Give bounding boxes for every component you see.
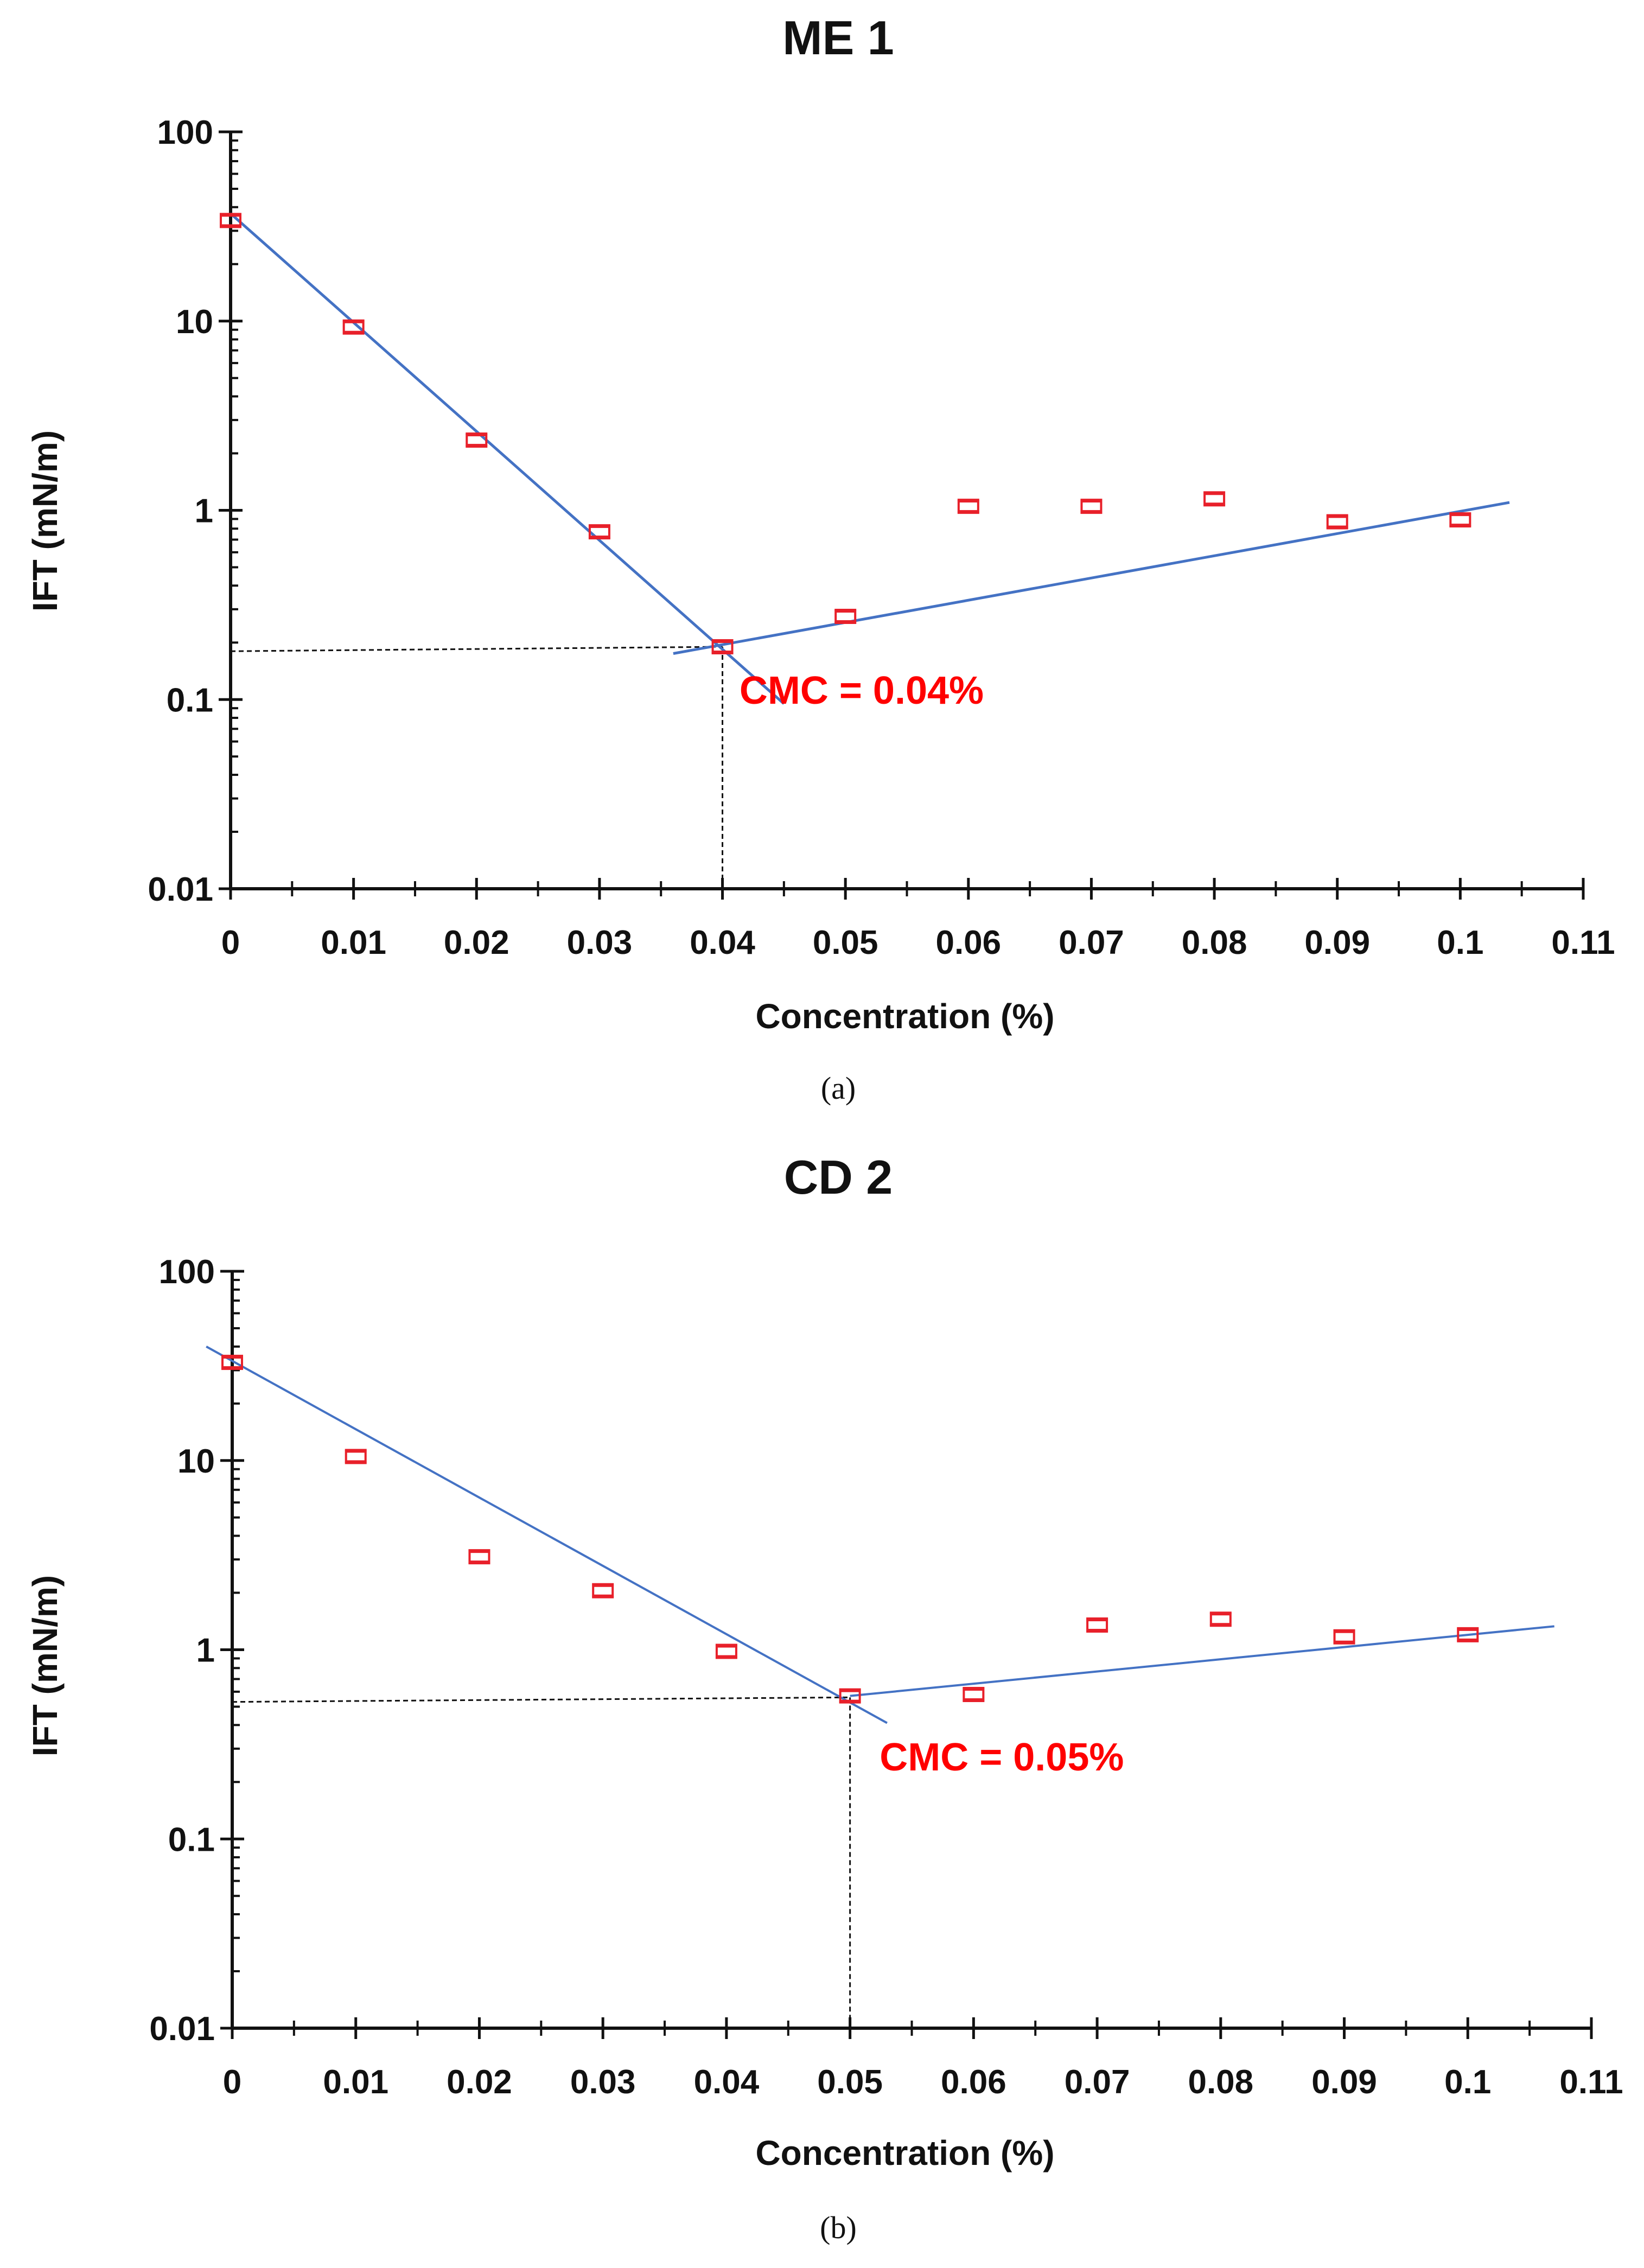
chart-title: CD 2 (784, 1150, 893, 1204)
data-marker (1457, 1628, 1479, 1641)
data-point (342, 319, 365, 335)
x-tick-label: 0.06 (941, 2063, 1006, 2101)
x-axis-label: Concentration (%) (755, 997, 1054, 1036)
cmc-annotation: CMC = 0.04% (740, 669, 984, 712)
data-point (345, 1449, 367, 1464)
y-axis-label: IFT (mN/m) (26, 1575, 65, 1756)
x-tick-label: 0 (223, 2063, 241, 2101)
data-point (839, 1688, 861, 1704)
data-point (1449, 512, 1471, 528)
x-tick-label: 0 (221, 924, 240, 961)
x-tick-label: 0.1 (1444, 2063, 1491, 2101)
data-marker (1333, 1630, 1355, 1643)
data-marker (834, 610, 857, 623)
data-point (1326, 514, 1348, 530)
x-tick-label: 0.07 (1059, 924, 1124, 961)
x-tick-label: 0.06 (935, 924, 1001, 961)
data-marker (220, 214, 241, 227)
x-tick-label: 0.03 (567, 924, 633, 961)
y-tick-label: 1 (195, 493, 213, 530)
data-point (963, 1687, 985, 1703)
cmc-horizontal-guide (232, 1696, 850, 1703)
data-point (711, 639, 734, 655)
data-marker (711, 641, 734, 653)
x-tick-label: 0.03 (570, 2063, 636, 2101)
x-tick-label: 0.01 (323, 2063, 388, 2101)
x-tick-label: 0.01 (321, 924, 386, 961)
data-marker (342, 321, 365, 333)
data-point (588, 524, 610, 540)
data-point (1209, 1611, 1232, 1627)
y-tick-label: 10 (176, 303, 213, 341)
y-tick-label: 100 (157, 114, 213, 151)
data-marker (1080, 500, 1103, 513)
data-marker (963, 1689, 985, 1701)
x-tick-label: 0.1 (1437, 924, 1483, 961)
x-tick-label: 0.02 (444, 924, 509, 961)
y-tick-label: 100 (159, 1253, 215, 1291)
data-point (715, 1643, 737, 1659)
data-marker (839, 1690, 861, 1702)
data-marker (221, 1356, 243, 1368)
y-tick-label: 0.01 (148, 871, 213, 908)
panel-caption: (a) (821, 1071, 856, 1106)
x-tick-label: 0.08 (1182, 924, 1247, 961)
data-point (957, 499, 979, 514)
data-point (1333, 1629, 1355, 1645)
x-tick-label: 0.09 (1311, 2063, 1377, 2101)
decline-fit-line (230, 212, 785, 705)
x-tick-label: 0.07 (1065, 2063, 1130, 2101)
data-marker (1326, 515, 1348, 528)
data-marker (1449, 514, 1471, 526)
x-axis-label: Concentration (%) (755, 2133, 1054, 2173)
chart-panel-b: CD 2 IFT (mN/m) Concentration (%) (b) 0.… (26, 1150, 1623, 2245)
x-tick-label: 0.04 (694, 2063, 760, 2101)
data-point (220, 213, 241, 228)
data-marker (466, 434, 488, 447)
data-marker (592, 1584, 614, 1597)
x-tick-label: 0.09 (1304, 924, 1370, 961)
data-marker (468, 1551, 490, 1563)
data-point (1080, 499, 1103, 514)
data-marker (1203, 493, 1226, 505)
data-marker (715, 1645, 737, 1658)
y-tick-label: 0.1 (168, 1821, 215, 1858)
x-tick-label: 0.02 (447, 2063, 512, 2101)
x-tick-label: 0.11 (1551, 924, 1615, 961)
data-marker (588, 526, 610, 538)
decline-fit-line (206, 1346, 888, 1724)
chart-panel-a: ME 1 IFT (mN/m) Concentration (%) (a) 0.… (26, 11, 1615, 1106)
data-point (468, 1549, 490, 1565)
y-tick-label: 1 (196, 1632, 215, 1670)
data-marker (1086, 1619, 1108, 1632)
x-tick-label: 0.04 (690, 924, 755, 961)
y-tick-label: 10 (177, 1443, 215, 1480)
data-point (1457, 1627, 1479, 1642)
data-point (466, 432, 488, 448)
y-tick-label: 0.01 (149, 2010, 215, 2048)
data-marker (345, 1450, 367, 1463)
panel-caption: (b) (820, 2210, 857, 2245)
data-point (834, 609, 857, 625)
plateau-fit-line (850, 1625, 1554, 1697)
chart-title: ME 1 (782, 11, 894, 65)
data-point (221, 1354, 243, 1370)
x-tick-label: 0.05 (813, 924, 878, 961)
data-point (592, 1583, 614, 1598)
y-axis-label: IFT (mN/m) (26, 430, 65, 611)
cmc-annotation: CMC = 0.05% (880, 1736, 1124, 1779)
y-tick-label: 0.1 (167, 681, 213, 719)
x-tick-label: 0.05 (817, 2063, 883, 2101)
data-point (1203, 491, 1226, 507)
data-point (1086, 1617, 1108, 1633)
x-tick-label: 0.11 (1559, 2063, 1623, 2101)
x-tick-label: 0.08 (1188, 2063, 1253, 2101)
plateau-fit-line (673, 501, 1510, 655)
data-marker (1209, 1613, 1232, 1626)
data-marker (957, 500, 979, 513)
cmc-horizontal-guide (230, 646, 723, 652)
